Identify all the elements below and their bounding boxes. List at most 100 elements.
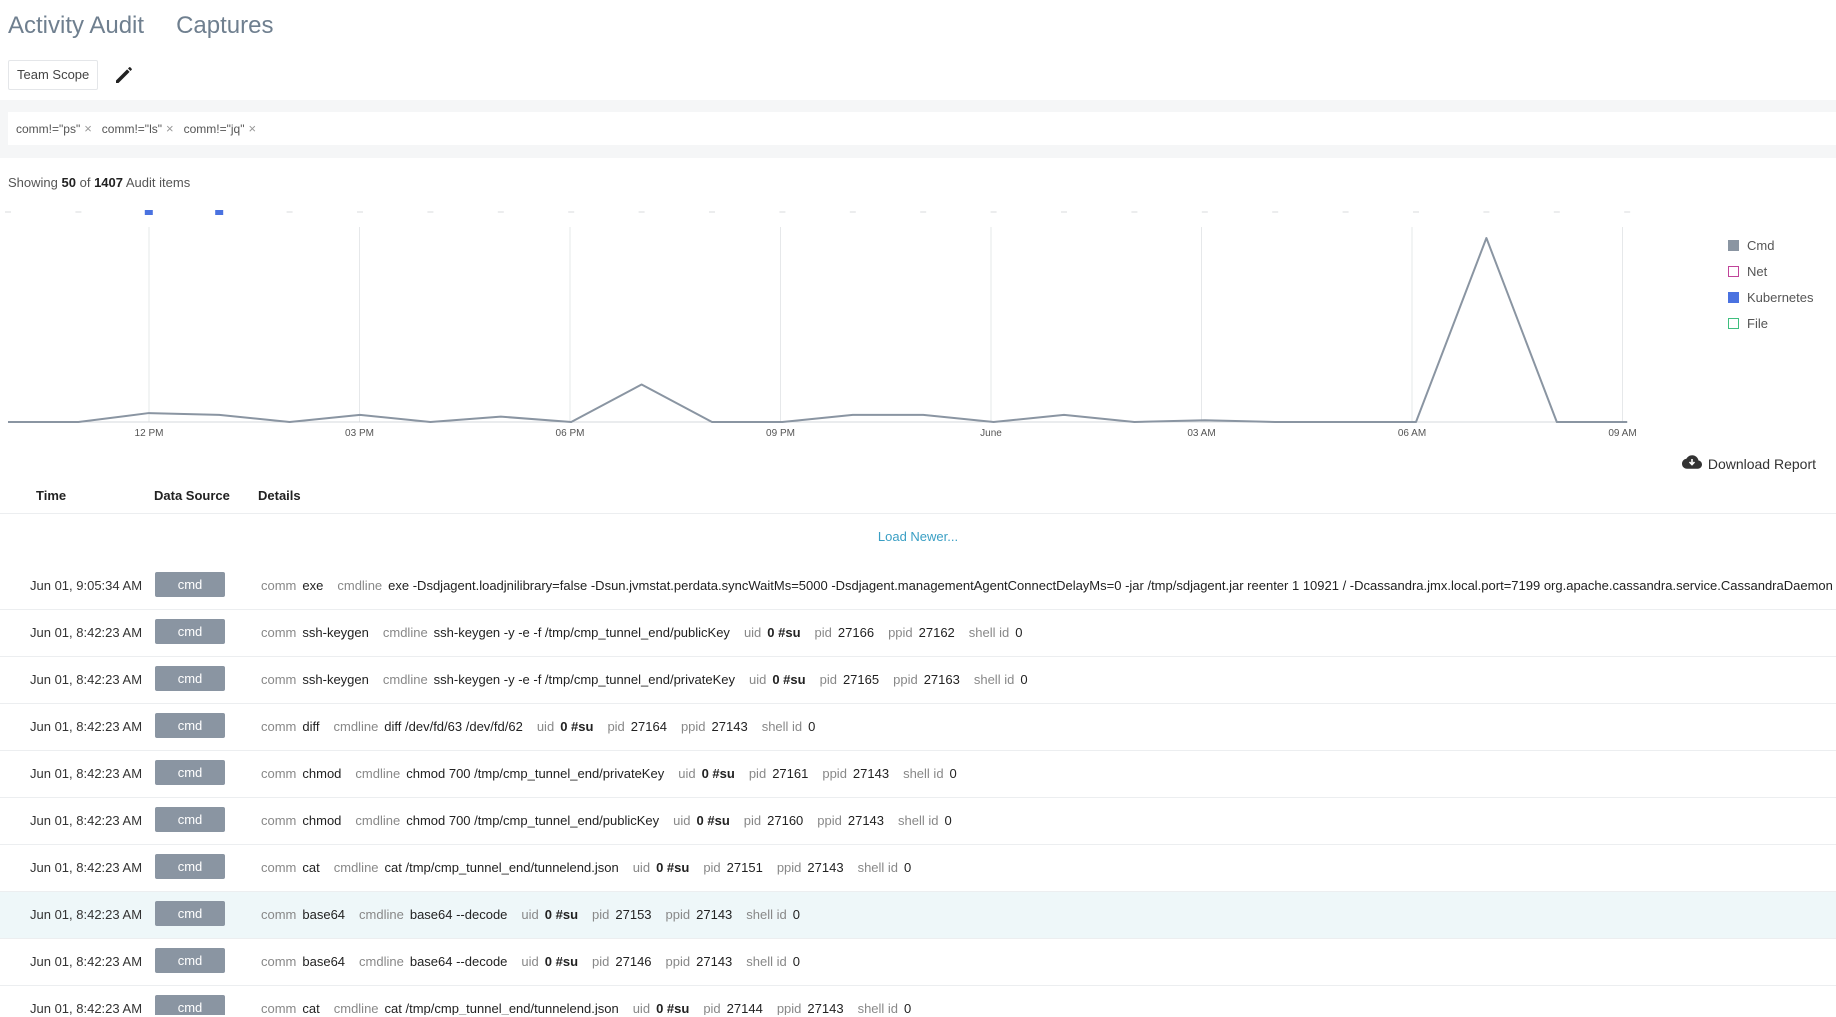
x-tick-label: 12 PM bbox=[135, 428, 164, 439]
download-report-button[interactable]: Download Report bbox=[1681, 454, 1816, 473]
kubernetes-marker bbox=[215, 210, 224, 215]
field-label-cmdline: cmdline bbox=[359, 907, 404, 922]
field-label-comm: comm bbox=[261, 766, 297, 781]
field-label-shell-id: shell id bbox=[857, 860, 899, 875]
table-row[interactable]: Jun 01, 8:42:23 AM cmd comm base64 cmdline ba… bbox=[0, 939, 1836, 986]
data-source-badge: cmd bbox=[155, 713, 225, 738]
activity-chart: 12 PM 03 PM 06 PM 09 PM June 03 AM 06 AM 09 AM bbox=[0, 200, 1836, 445]
field-value-cmdline: base64 --decode bbox=[409, 907, 508, 922]
table-row[interactable]: Jun 01, 8:42:23 AM cmd comm cat cmdline cat /… bbox=[0, 986, 1836, 1015]
row-time: Jun 01, 8:42:23 AM bbox=[30, 672, 143, 687]
column-header-data-source[interactable]: Data Source bbox=[154, 488, 230, 503]
field-value-uid: 0 #su bbox=[696, 813, 730, 828]
column-header-details[interactable]: Details bbox=[258, 488, 301, 503]
field-value-comm: exe bbox=[302, 578, 324, 593]
field-label-ppid: ppid bbox=[822, 766, 847, 781]
field-value-cmdline: base64 --decode bbox=[409, 954, 508, 969]
pencil-icon[interactable] bbox=[112, 63, 136, 87]
field-value-cmdline: ssh-keygen -y -e -f /tmp/cmp_tunnel_end/… bbox=[433, 672, 735, 687]
team-scope-button[interactable]: Team Scope bbox=[8, 60, 99, 90]
table-row[interactable]: Jun 01, 8:42:23 AM cmd comm chmod cmdline chm… bbox=[0, 751, 1836, 798]
filter-bar[interactable]: comm!="ps" × comm!="ls" × comm!="jq" × bbox=[8, 112, 1836, 145]
load-newer-link[interactable]: Load Newer... bbox=[877, 529, 959, 544]
field-value-uid: 0 #su bbox=[767, 625, 801, 640]
field-label-uid: uid bbox=[632, 1001, 651, 1015]
cloud-download-icon bbox=[1681, 454, 1702, 473]
field-label-pid: pid bbox=[703, 860, 721, 875]
kubernetes-marker bbox=[144, 210, 153, 215]
close-icon[interactable]: × bbox=[84, 121, 92, 136]
field-label-ppid: ppid bbox=[665, 907, 691, 922]
legend-swatch bbox=[1728, 265, 1739, 277]
close-icon[interactable]: × bbox=[166, 121, 174, 136]
field-value-ppid: 27143 bbox=[711, 719, 748, 734]
x-tick-label: 06 AM bbox=[1398, 428, 1426, 439]
row-details: comm chmod cmdline chmod 700 /tmp/cmp_tunne… bbox=[261, 813, 966, 828]
field-label-pid: pid bbox=[607, 719, 625, 734]
table-row[interactable]: Jun 01, 8:42:23 AM cmd comm ssh-keygen cmdli… bbox=[0, 610, 1836, 657]
data-source-badge: cmd bbox=[155, 619, 225, 644]
data-source-badge: cmd bbox=[155, 948, 225, 973]
field-value-shell-id: 0 bbox=[904, 860, 912, 875]
field-value-comm: chmod bbox=[302, 813, 342, 828]
field-value-comm: diff bbox=[302, 719, 320, 734]
filter-chip: comm!="jq" × bbox=[184, 121, 256, 136]
legend-item[interactable]: Kubernetes bbox=[1728, 284, 1814, 310]
field-label-shell-id: shell id bbox=[968, 625, 1010, 640]
field-value-uid: 0 #su bbox=[656, 1001, 690, 1015]
field-value-cmdline: cat /tmp/cmp_tunnel_end/tunnelend.json bbox=[384, 1001, 619, 1015]
data-source-badge: cmd bbox=[155, 572, 225, 597]
field-label-uid: uid bbox=[678, 766, 696, 781]
field-label-ppid: ppid bbox=[888, 625, 913, 640]
field-value-pid: 27165 bbox=[842, 672, 880, 687]
table-row[interactable]: Jun 01, 8:42:23 AM cmd comm chmod cmdline chm… bbox=[0, 798, 1836, 845]
row-time: Jun 01, 8:42:23 AM bbox=[30, 766, 143, 781]
legend-item[interactable]: File bbox=[1728, 310, 1814, 336]
table-row[interactable]: Jun 01, 8:42:23 AM cmd comm diff cmdline diff… bbox=[0, 704, 1836, 751]
showing-count: Showing 50 of 1407 Audit items bbox=[8, 175, 190, 190]
data-source-badge: cmd bbox=[155, 760, 225, 785]
legend-label: File bbox=[1747, 315, 1768, 331]
legend-swatch bbox=[1728, 291, 1739, 303]
field-label-uid: uid bbox=[673, 813, 691, 828]
field-label-pid: pid bbox=[748, 766, 767, 781]
table-row[interactable]: Jun 01, 8:42:23 AM cmd comm cat cmdline cat /… bbox=[0, 845, 1836, 892]
data-source-badge: cmd bbox=[155, 854, 225, 879]
legend-item[interactable]: Net bbox=[1728, 258, 1814, 284]
audit-table-body: Jun 01, 9:05:34 AM cmd comm exe cmdline exe -… bbox=[0, 563, 1836, 1015]
close-icon[interactable]: × bbox=[248, 121, 257, 136]
legend-item[interactable]: Cmd bbox=[1728, 232, 1814, 258]
field-value-cmdline: exe -Dsdjagent.loadjnilibrary=false -Dsu… bbox=[388, 578, 1833, 593]
field-label-shell-id: shell id bbox=[898, 813, 939, 828]
legend-label: Net bbox=[1747, 263, 1768, 279]
field-value-uid: 0 #su bbox=[544, 954, 579, 969]
field-value-ppid: 27143 bbox=[696, 907, 733, 922]
table-row[interactable]: Jun 01, 8:42:23 AM cmd comm ssh-keygen cmdli… bbox=[0, 657, 1836, 704]
filter-chip-label: comm!="jq" bbox=[183, 121, 245, 136]
table-row[interactable]: Jun 01, 9:05:34 AM cmd comm exe cmdline exe -… bbox=[0, 563, 1836, 610]
tab-captures[interactable]: Captures bbox=[176, 12, 274, 39]
chart-legend: Cmd Net Kubernetes File bbox=[1728, 232, 1814, 336]
row-time: Jun 01, 8:42:23 AM bbox=[30, 625, 143, 640]
showing-total: 1407 bbox=[94, 175, 123, 190]
field-label-uid: uid bbox=[632, 860, 651, 875]
field-label-comm: comm bbox=[261, 907, 297, 922]
field-label-pid: pid bbox=[819, 672, 837, 687]
field-value-shell-id: 0 bbox=[1015, 625, 1023, 640]
row-details: comm ssh-keygen cmdline ssh-keygen -y -e -f… bbox=[261, 625, 1037, 640]
column-header-time[interactable]: Time bbox=[36, 488, 67, 503]
row-details: comm exe cmdline exe -Dsdjagent.loadjnilibr… bbox=[261, 578, 1836, 593]
row-time: Jun 01, 8:42:23 AM bbox=[30, 907, 143, 922]
table-header: Time Data Source Details bbox=[0, 482, 1836, 514]
field-value-shell-id: 0 bbox=[904, 1001, 912, 1015]
filter-chip: comm!="ps" × bbox=[16, 121, 92, 136]
field-label-cmdline: cmdline bbox=[333, 719, 379, 734]
field-label-pid: pid bbox=[814, 625, 832, 640]
legend-label: Cmd bbox=[1747, 237, 1775, 253]
field-value-ppid: 27143 bbox=[807, 1001, 844, 1015]
field-label-ppid: ppid bbox=[776, 860, 802, 875]
field-label-comm: comm bbox=[261, 954, 297, 969]
tab-activity-audit[interactable]: Activity Audit bbox=[8, 12, 145, 39]
table-row[interactable]: Jun 01, 8:42:23 AM cmd comm base64 cmdline ba… bbox=[0, 892, 1836, 939]
field-value-comm: cat bbox=[302, 1001, 320, 1015]
